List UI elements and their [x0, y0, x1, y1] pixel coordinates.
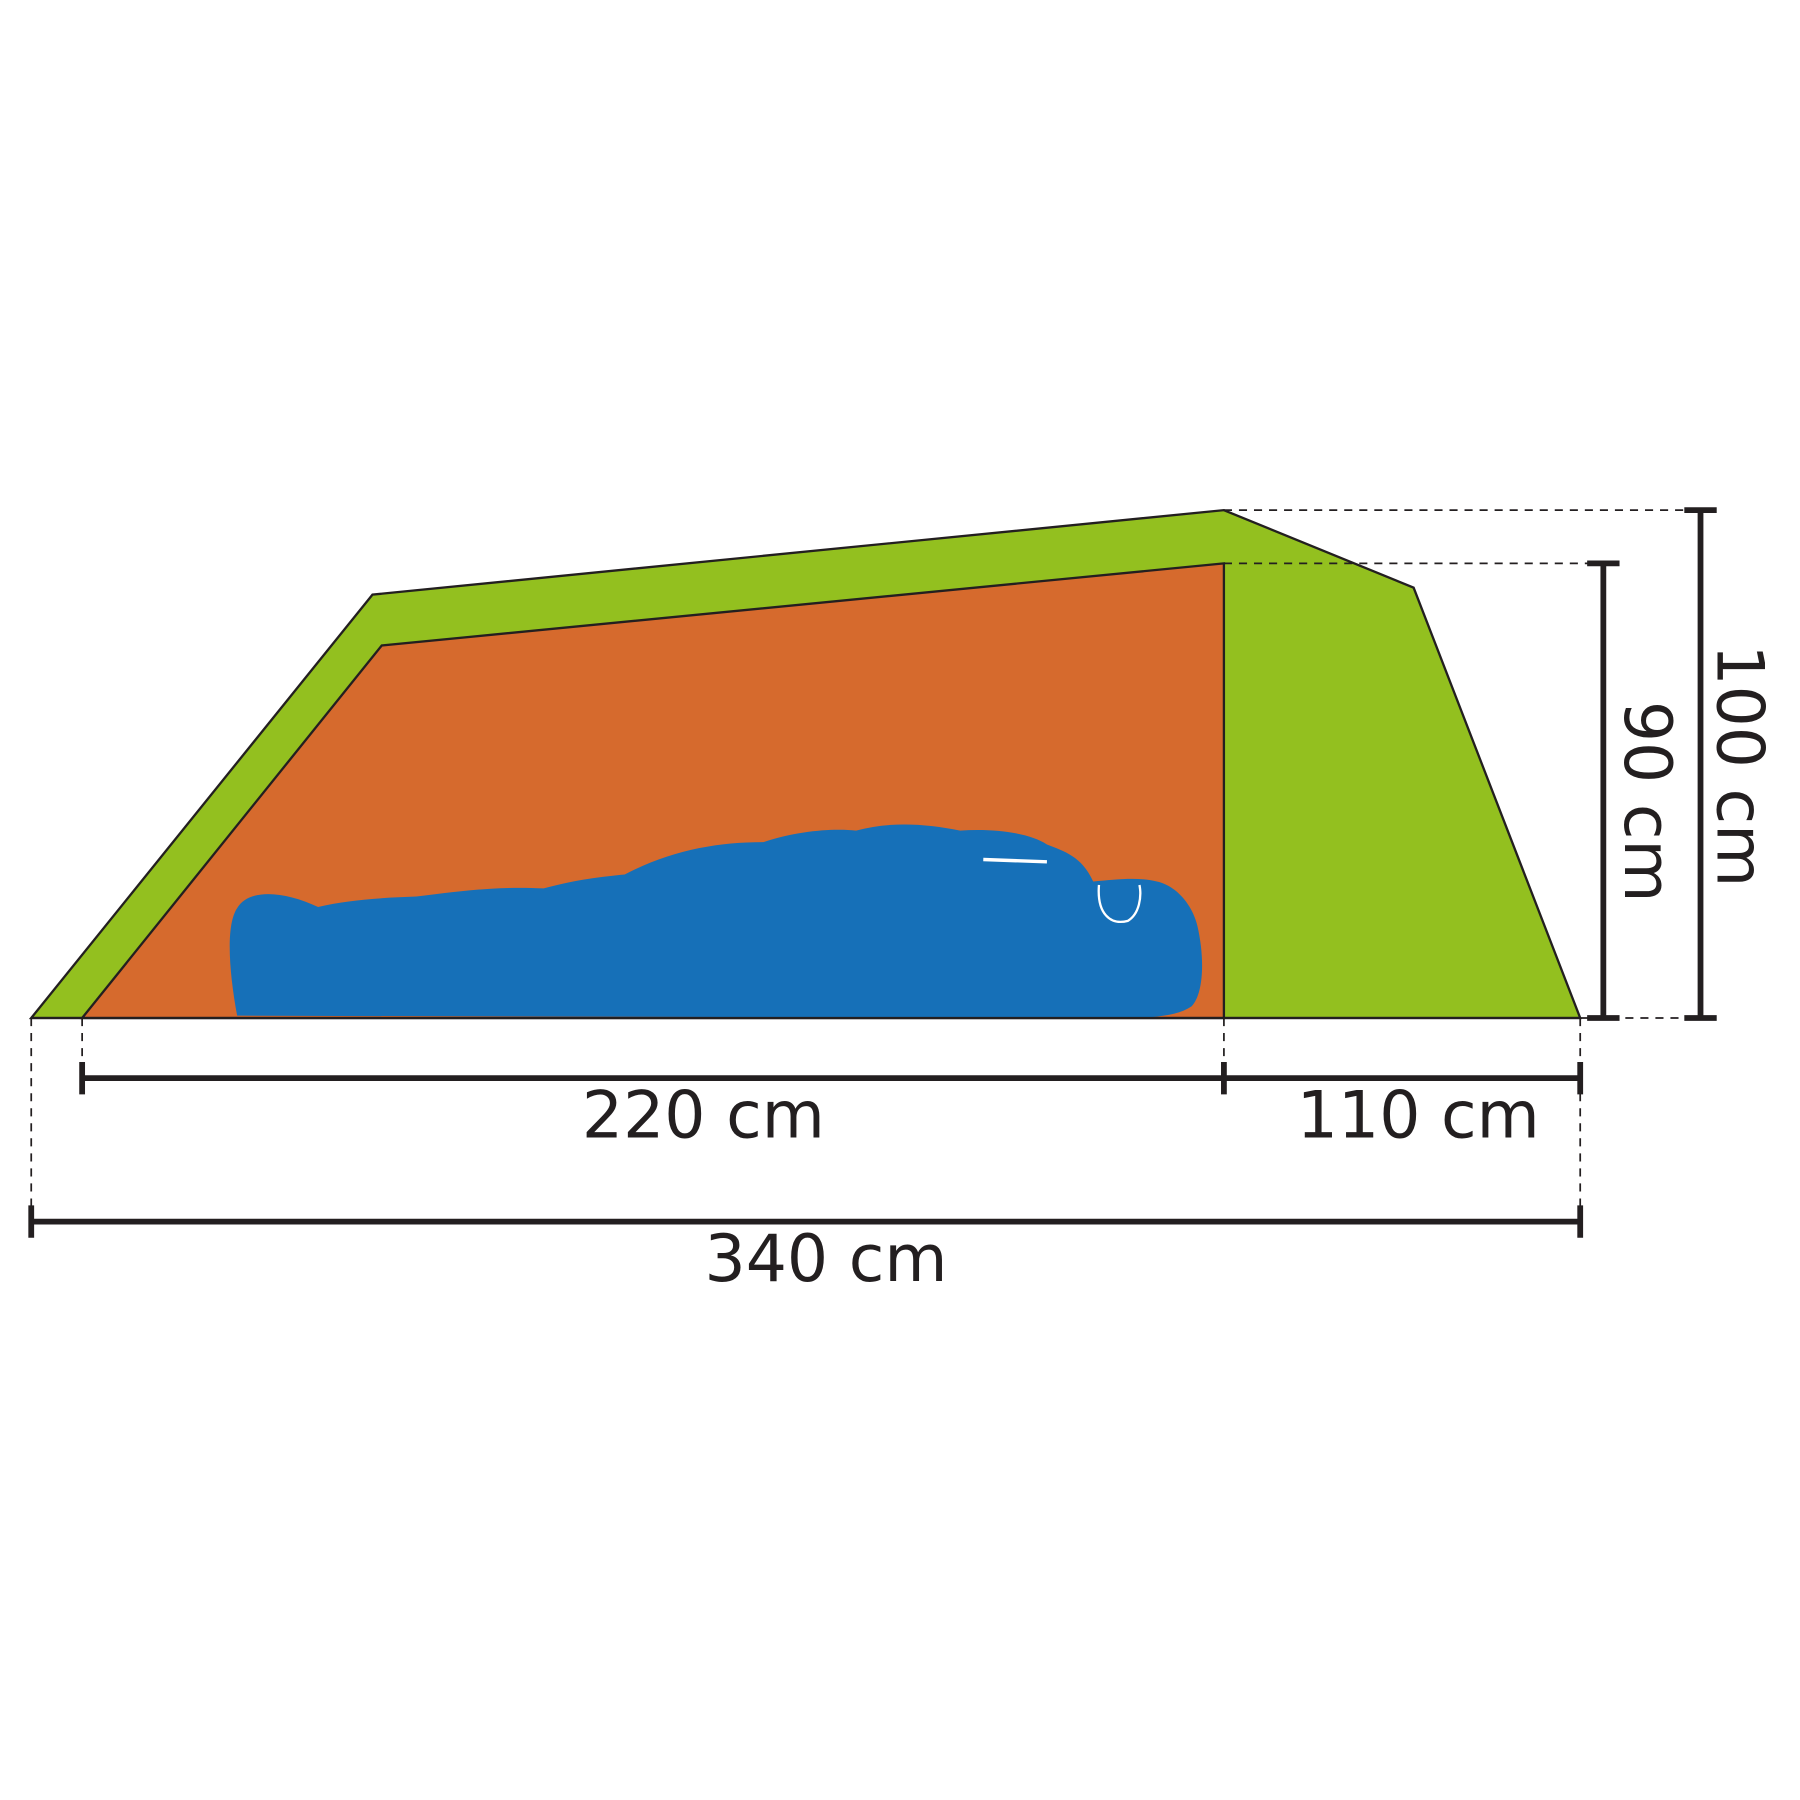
label-inner-length: 220 cm: [582, 1078, 825, 1153]
label-total-height: 100 cm: [1702, 644, 1777, 887]
dimension-total-length: [28, 1205, 1584, 1238]
bag-hood: [1097, 884, 1142, 923]
dimension-vestibule-length: [1223, 1061, 1584, 1095]
label-total-length: 340 cm: [705, 1222, 948, 1297]
bag-detail: [983, 857, 1047, 864]
sleeping-bag: [229, 824, 1203, 1018]
dimension-total-height: [1684, 507, 1717, 1021]
guide-lines: [30, 509, 1701, 1222]
label-inner-height: 90 cm: [1609, 701, 1684, 903]
label-vestibule-length: 110 cm: [1297, 1078, 1540, 1153]
dimension-inner-height: [1587, 560, 1620, 1021]
